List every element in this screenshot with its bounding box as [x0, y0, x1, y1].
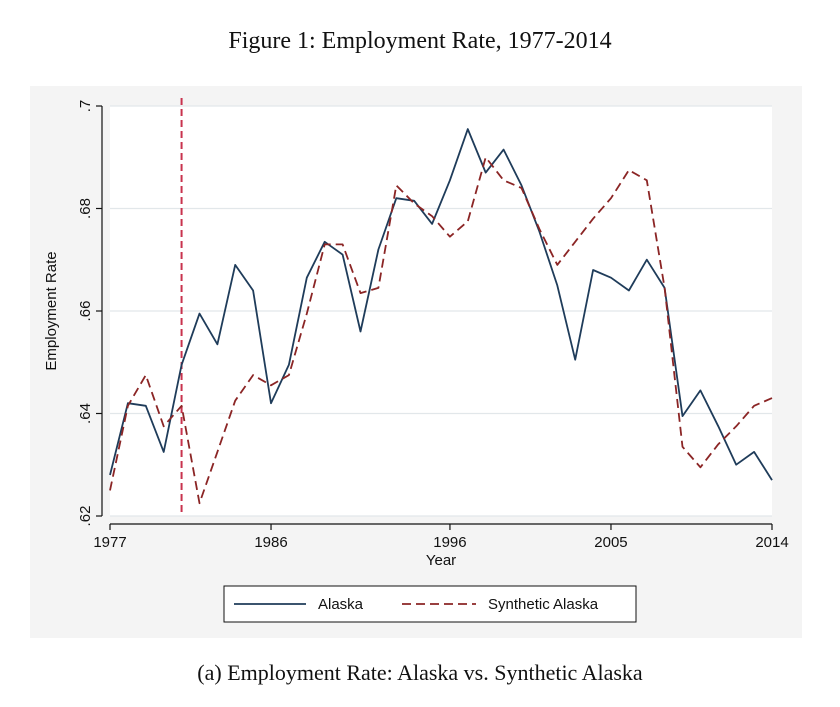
y-tick-label: .66	[77, 301, 94, 322]
y-axis-title: Employment Rate	[43, 251, 60, 370]
y-tick-label: .68	[77, 198, 94, 219]
x-axis-ticks: 1977 1986 1996 2005 2014	[93, 524, 789, 551]
legend-label-alaska: Alaska	[318, 596, 364, 613]
plot-region	[109, 98, 773, 517]
x-tick-label: 2005	[594, 534, 627, 551]
x-tick-label: 2014	[755, 534, 788, 551]
gridlines	[110, 105, 772, 517]
axes: 1977 1986 1996 2005 2014 .62 .64 .66 .68 .7 Year…	[43, 100, 789, 569]
chart-panel: 1977 1986 1996 2005 2014 .62 .64 .66 .68 .7 Year…	[30, 86, 802, 638]
legend-label-synthetic-alaska: Synthetic Alaska	[488, 596, 599, 613]
figure-caption: (a) Employment Rate: Alaska vs. Syntheti…	[197, 660, 643, 685]
x-tick-label: 1977	[93, 534, 126, 551]
x-tick-label: 1986	[254, 534, 287, 551]
y-tick-label: .62	[77, 506, 94, 527]
series-line-synthetic-alaska	[109, 156, 773, 505]
series-line-alaska	[109, 128, 773, 481]
x-axis-title: Year	[426, 552, 456, 569]
y-axis-ticks: .62 .64 .66 .68 .7	[77, 100, 102, 527]
series-lines	[109, 128, 773, 505]
y-tick-label: .7	[77, 100, 94, 113]
employment-rate-chart: 1977 1986 1996 2005 2014 .62 .64 .66 .68 .7 Year…	[43, 98, 789, 623]
legend: Alaska Synthetic Alaska	[223, 585, 637, 623]
x-tick-label: 1996	[433, 534, 466, 551]
figure-title: Figure 1: Employment Rate, 1977-2014	[228, 28, 612, 54]
y-tick-label: .64	[77, 403, 94, 424]
